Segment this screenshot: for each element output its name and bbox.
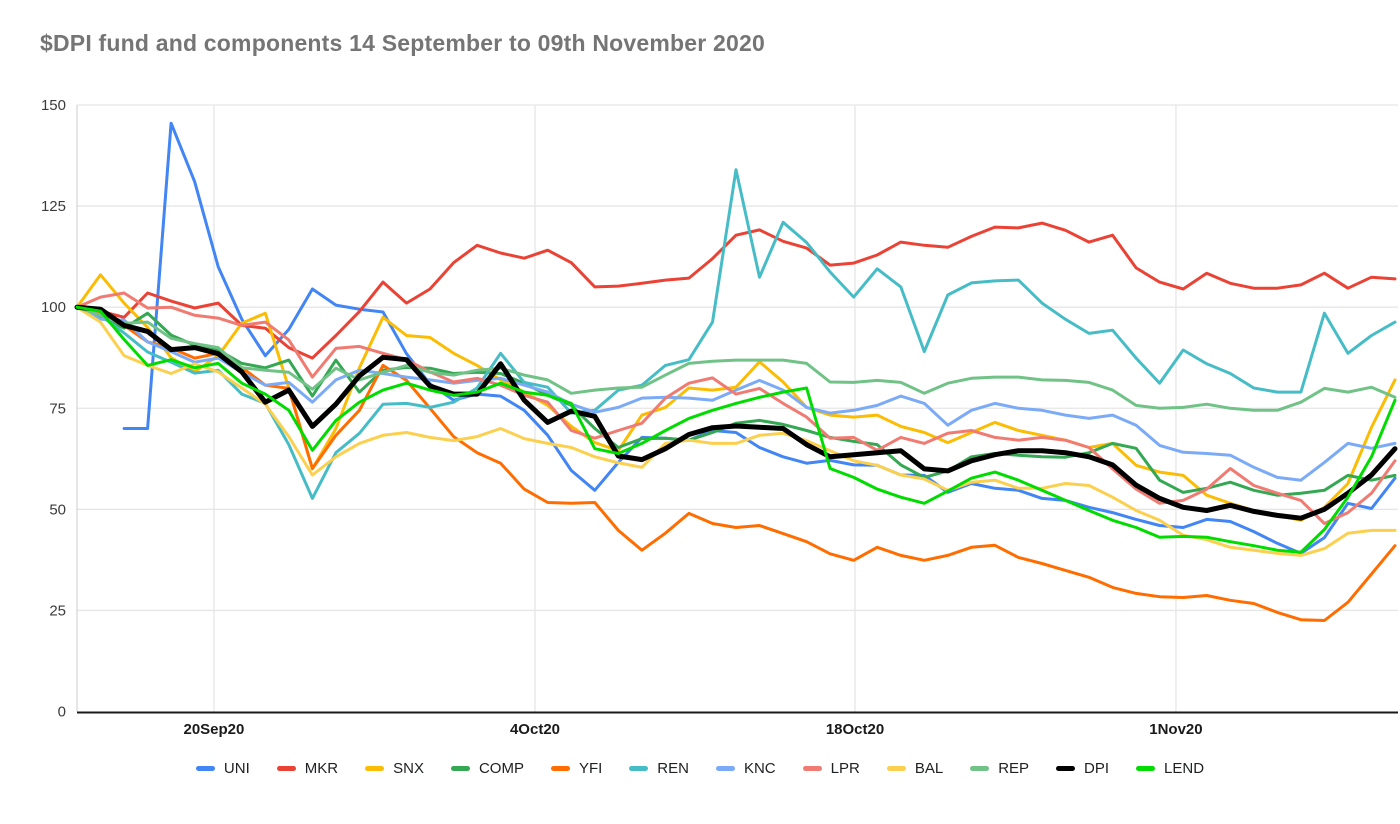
- y-axis-tick-label: 50: [49, 501, 66, 518]
- legend-swatch-KNC: [715, 766, 735, 771]
- x-axis-tick-label: 4Oct20: [510, 721, 560, 738]
- legend-swatch-LEND: [1136, 766, 1156, 771]
- legend-item-REN: REN: [629, 760, 689, 777]
- legend-item-YFI: YFI: [550, 760, 603, 777]
- legend-label: SNX: [393, 760, 424, 777]
- legend-swatch-YFI: [550, 766, 570, 771]
- legend-item-DPI: DPI: [1056, 760, 1109, 777]
- chart-title: $DPI fund and components 14 September to…: [40, 30, 765, 56]
- legend-swatch-REN: [629, 766, 649, 771]
- series-line-REN: [75, 168, 1397, 500]
- series-line-LPR: [75, 291, 1397, 525]
- legend-swatch-DPI: [1056, 766, 1076, 771]
- legend-swatch-BAL: [886, 766, 906, 771]
- legend-swatch-UNI: [195, 766, 215, 771]
- legend-label: KNC: [743, 760, 776, 777]
- legend-item-BAL: BAL: [886, 760, 944, 777]
- legend-swatch-COMP: [450, 766, 470, 771]
- series-line-LEND: [75, 305, 1397, 554]
- legend-item-REP: REP: [970, 760, 1029, 777]
- y-axis-tick-label: 150: [41, 97, 66, 114]
- y-axis-tick-label: 25: [49, 602, 66, 619]
- legend-label: YFI: [578, 760, 603, 777]
- x-axis-tick-label: 20Sep20: [183, 721, 244, 738]
- legend-label: BAL: [914, 760, 944, 777]
- legend-item-SNX: SNX: [365, 760, 424, 777]
- legend-item-COMP: COMP: [450, 760, 524, 777]
- series-line-UNI: [122, 121, 1397, 555]
- legend: UNI MKR SNX COMP YFI REN KNC LPR BAL REP DPI LEND: [0, 760, 1400, 777]
- x-axis-tick-label: 1Nov20: [1149, 721, 1202, 738]
- legend-item-MKR: MKR: [276, 760, 339, 777]
- series-line-KNC: [75, 305, 1397, 482]
- legend-swatch-REP: [970, 766, 990, 771]
- legend-label: REN: [657, 760, 689, 777]
- legend-label: REP: [998, 760, 1030, 777]
- series-line-COMP: [75, 305, 1397, 497]
- series-line-MKR: [75, 221, 1397, 360]
- legend-item-LPR: LPR: [802, 760, 860, 777]
- series-line-DPI: [74, 304, 1398, 521]
- legend-swatch-LPR: [802, 766, 822, 771]
- legend-label: LEND: [1164, 760, 1205, 777]
- x-axis-tick-label: 18Oct20: [826, 721, 884, 738]
- legend-item-LEND: LEND: [1136, 760, 1204, 777]
- series-line-YFI: [75, 305, 1397, 622]
- y-axis-tick-label: 125: [41, 198, 66, 215]
- legend-item-KNC: KNC: [715, 760, 776, 777]
- y-axis-tick-label: 75: [49, 400, 66, 417]
- y-axis-tick-label: 100: [41, 299, 66, 316]
- legend-item-UNI: UNI: [195, 760, 250, 777]
- series-line-REP: [75, 305, 1397, 412]
- legend-label: LPR: [830, 760, 860, 777]
- series-line-BAL: [75, 305, 1397, 557]
- legend-label: DPI: [1084, 760, 1110, 777]
- legend-label: COMP: [478, 760, 524, 777]
- legend-swatch-MKR: [276, 766, 296, 771]
- legend-label: MKR: [304, 760, 339, 777]
- legend-label: UNI: [223, 760, 250, 777]
- legend-swatch-SNX: [365, 766, 385, 771]
- y-axis-tick-label: 0: [58, 704, 66, 721]
